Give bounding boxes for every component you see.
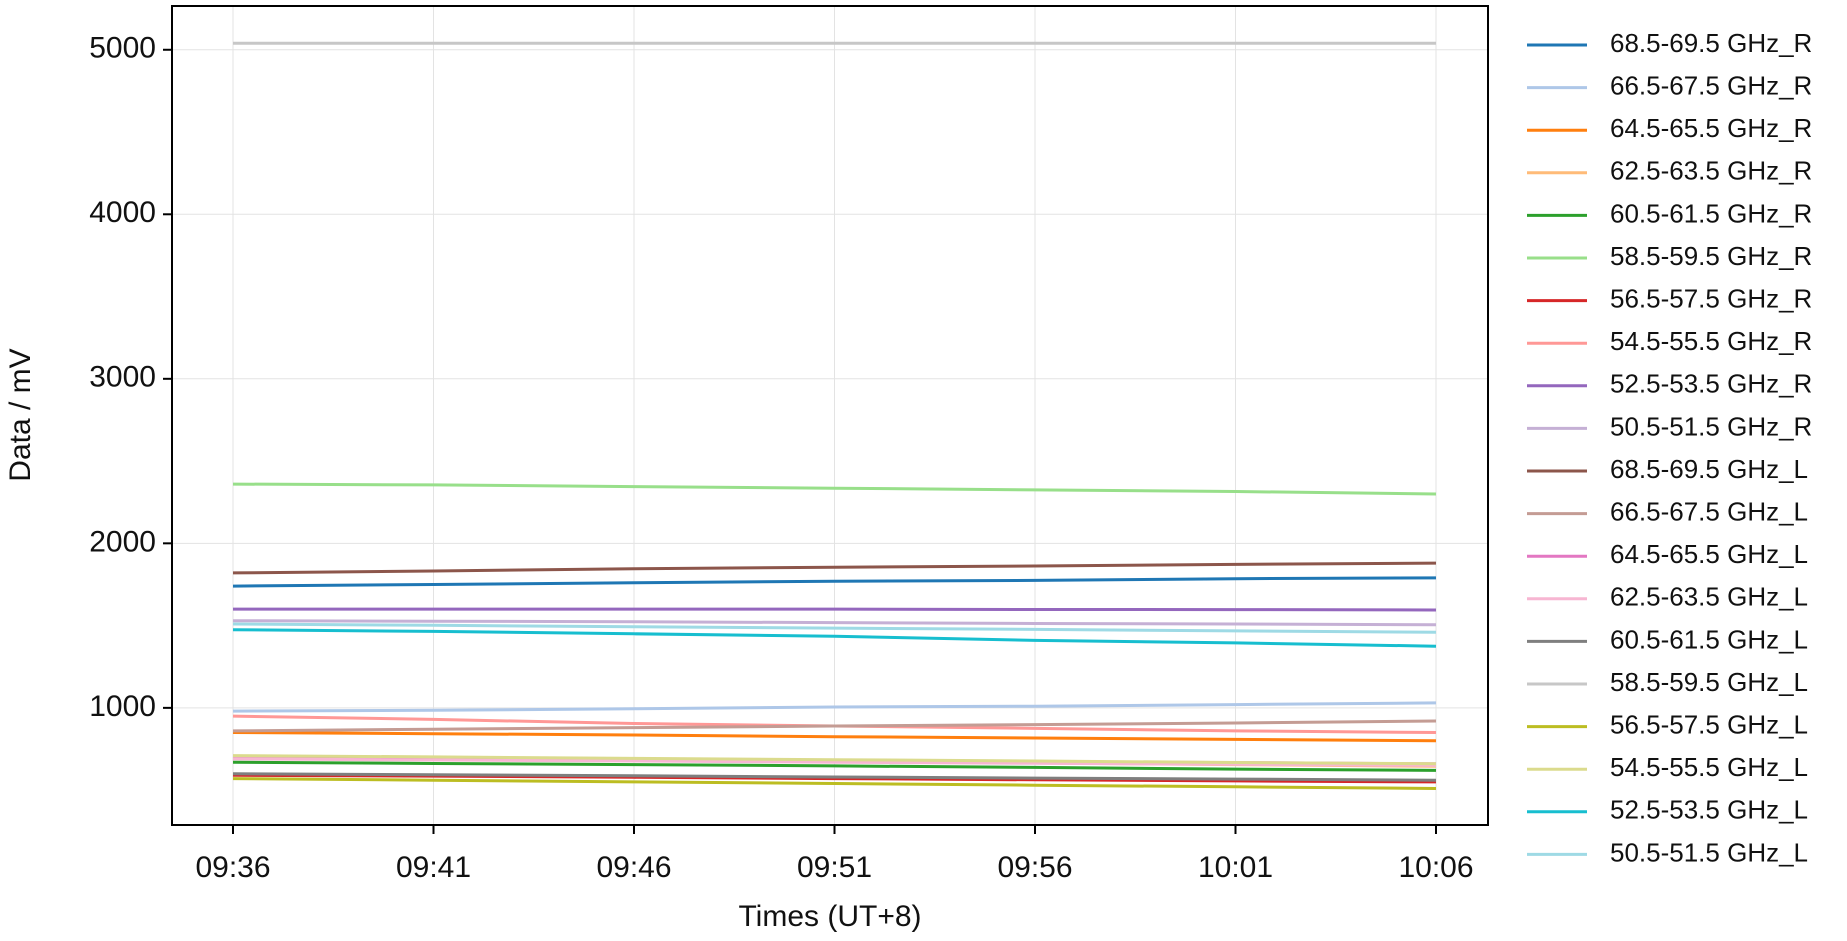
data-line	[232, 576, 1437, 588]
x-axis-title: Times (UT+8)	[738, 900, 921, 933]
legend-label: 60.5-61.5 GHz_L	[1610, 624, 1808, 654]
legend-label: 66.5-67.5 GHz_R	[1610, 70, 1812, 100]
data-line	[232, 622, 1437, 634]
data-line	[232, 777, 1437, 790]
data-line	[232, 731, 1437, 743]
legend-label: 68.5-69.5 GHz_R	[1610, 28, 1812, 58]
data-line	[232, 754, 1437, 766]
y-axis-title: Data / mV	[4, 348, 37, 481]
legend-label: 52.5-53.5 GHz_R	[1610, 369, 1812, 399]
x-tick-label: 09:41	[396, 851, 471, 884]
legend-label: 62.5-63.5 GHz_L	[1610, 582, 1808, 612]
legend-label: 60.5-61.5 GHz_R	[1610, 198, 1812, 228]
data-line	[232, 760, 1437, 772]
legend-label: 64.5-65.5 GHz_L	[1610, 539, 1808, 569]
y-tick-label: 3000	[89, 361, 156, 394]
legend-label: 58.5-59.5 GHz_L	[1610, 667, 1808, 697]
legend-label: 56.5-57.5 GHz_L	[1610, 709, 1808, 739]
legend-label: 54.5-55.5 GHz_R	[1610, 326, 1812, 356]
x-tick-label: 10:01	[1198, 851, 1273, 884]
data-line	[232, 757, 1437, 767]
legend-label: 56.5-57.5 GHz_R	[1610, 283, 1812, 313]
data-line	[233, 607, 1437, 612]
x-tick-label: 09:36	[195, 851, 270, 884]
legend-label: 58.5-59.5 GHz_R	[1610, 241, 1812, 271]
data-line	[232, 619, 1437, 627]
legend-label: 64.5-65.5 GHz_R	[1610, 113, 1812, 143]
data-line	[232, 628, 1437, 648]
legend-label: 50.5-51.5 GHz_L	[1610, 837, 1808, 867]
x-tick-label: 09:56	[997, 851, 1072, 884]
data-line	[232, 482, 1437, 496]
legend-label: 62.5-63.5 GHz_R	[1610, 156, 1812, 186]
x-tick-label: 10:06	[1398, 851, 1473, 884]
legend-label: 66.5-67.5 GHz_L	[1610, 496, 1808, 526]
data-line	[232, 701, 1437, 713]
legend-label: 54.5-55.5 GHz_L	[1610, 752, 1808, 782]
x-tick-label: 09:51	[797, 851, 872, 884]
legend-label: 50.5-51.5 GHz_R	[1610, 411, 1812, 441]
y-tick-label: 5000	[89, 32, 156, 65]
y-tick-label: 4000	[89, 196, 156, 229]
legend-label: 68.5-69.5 GHz_L	[1610, 454, 1808, 484]
legend-label: 52.5-53.5 GHz_L	[1610, 795, 1808, 825]
x-tick-label: 09:46	[596, 851, 671, 884]
data-line	[232, 772, 1437, 782]
y-tick-label: 2000	[89, 525, 156, 558]
y-tick-label: 1000	[89, 690, 156, 723]
plot-frame	[171, 5, 1489, 826]
data-line	[232, 719, 1437, 733]
data-line	[232, 561, 1437, 575]
